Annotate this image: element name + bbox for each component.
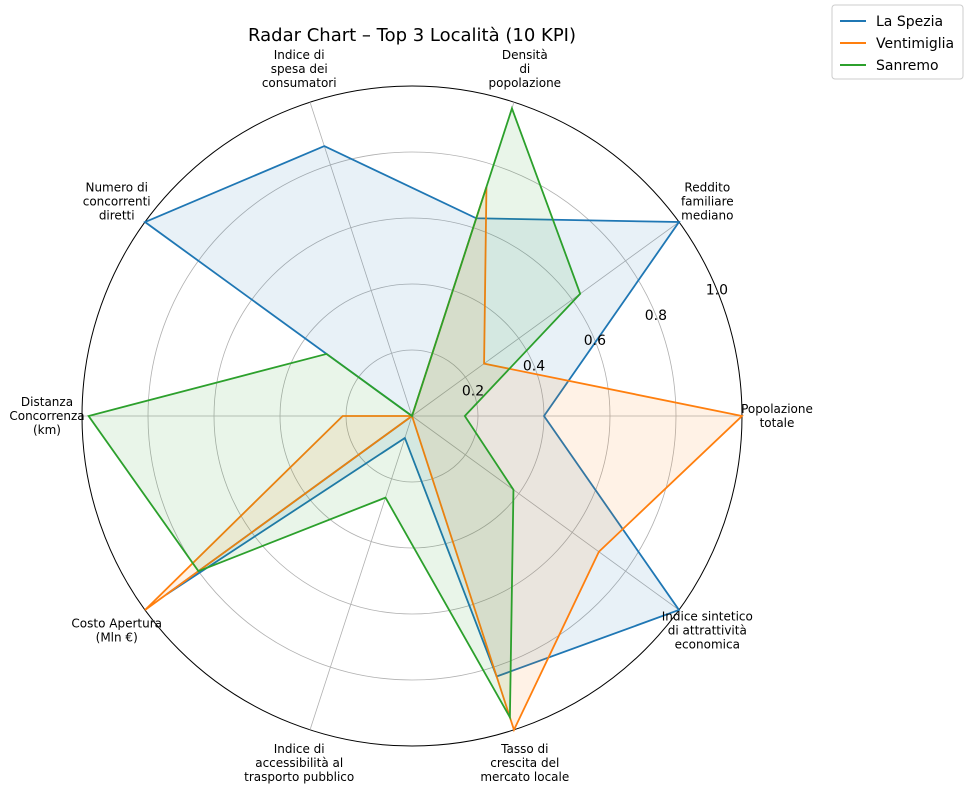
radar-series [87,105,744,733]
legend-box [831,4,964,80]
legend: La Spezia Ventimiglia Sanremo [831,4,964,80]
radial-tick-label: 0.4 [523,359,545,375]
radial-tick-label: 1.0 [706,283,728,299]
radial-tick-label: 0.6 [584,333,606,349]
series-area [145,186,742,730]
radar-spoke [309,102,413,417]
axis-label: Reddito familiare mediano [681,181,734,223]
axis-label: Indice di spesa dei consumatori [262,48,337,90]
axis-label: Numero di concorrenti diretti [83,181,151,223]
radar-spoke [411,221,680,417]
radar-spoke [309,415,413,730]
series-line [144,186,744,733]
axis-label: Densità di popolazione [489,48,562,90]
legend-entry: Ventimiglia [876,36,954,52]
axis-label: Tasso di crescita del mercato locale [480,742,569,784]
series-line [87,105,582,721]
axis-label: Indice di accessibilità al trasporto pubbl… [244,742,354,784]
axis-label: Distanza Concorrenza (km) [9,395,84,437]
radar-spoke [411,415,680,611]
axis-labels: Popolazione totale Reddito familiare mediano… [9,48,813,784]
axis-label: Indice sintetico di attrattività economica [662,610,753,652]
radial-tick-label: 0.2 [462,384,484,400]
series-area [145,146,679,677]
legend-entry: Sanremo [876,58,939,74]
radial-tick-label: 0.8 [645,308,667,324]
chart-title: Radar Chart – Top 3 Località (10 KPI) [248,25,576,46]
axis-label: Popolazione totale [741,402,813,430]
legend-entry: La Spezia [876,14,943,30]
axis-label: Costo Apertura (Mln €) [71,617,162,645]
radial-tick-labels: 0.2 0.4 0.6 0.8 1.0 [462,283,728,400]
